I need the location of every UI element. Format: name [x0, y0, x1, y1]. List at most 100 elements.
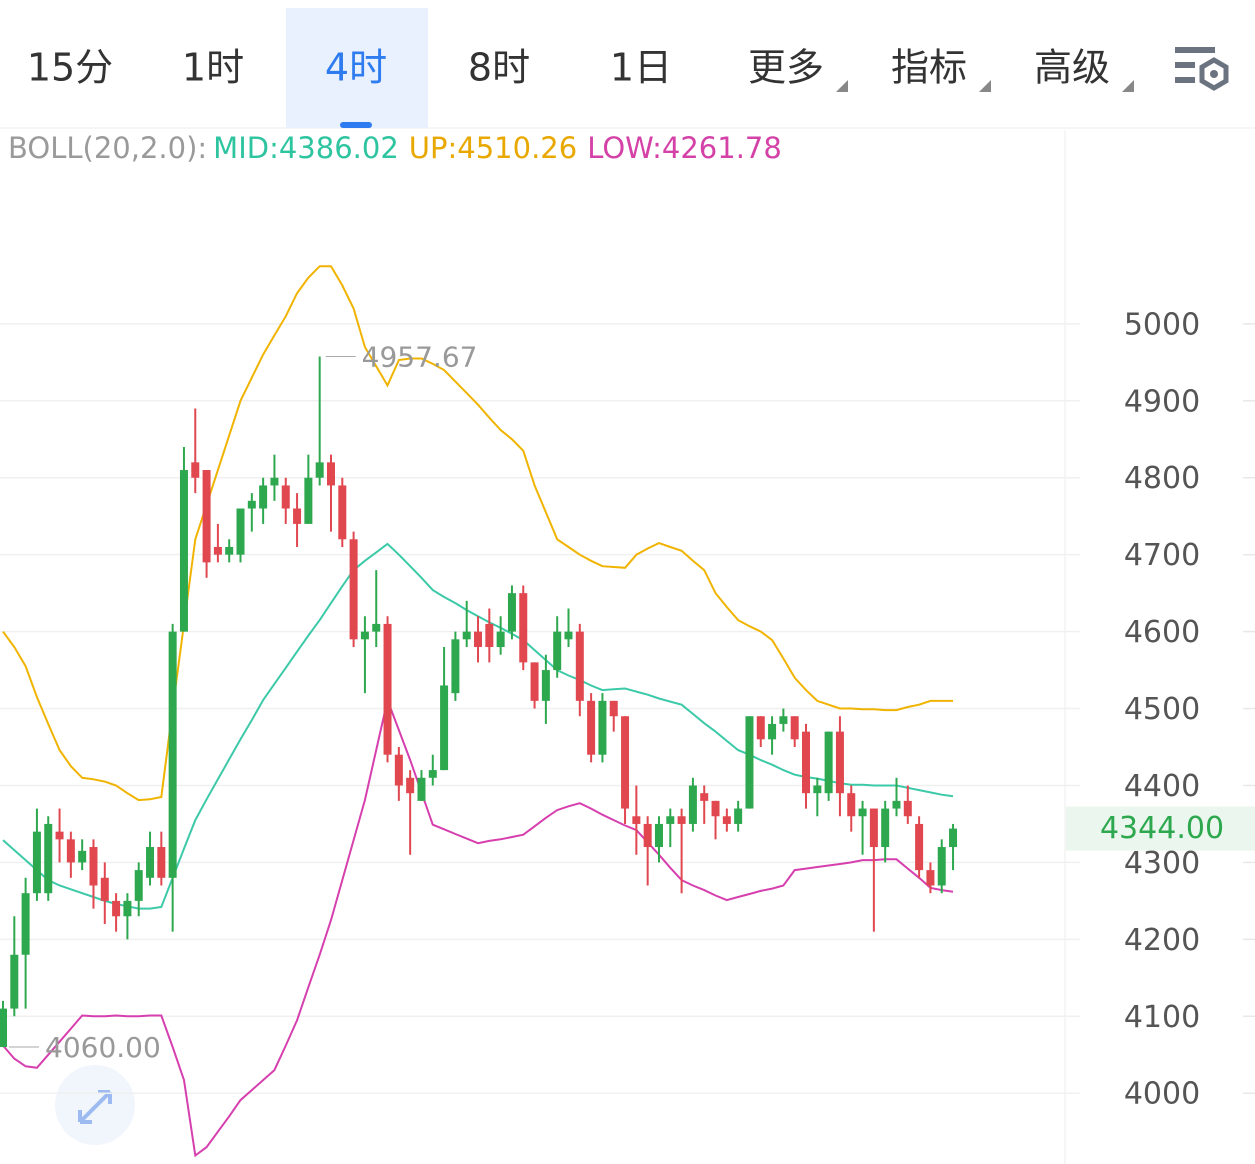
tab[interactable]: 4时	[286, 8, 428, 128]
candle-body	[270, 477, 279, 486]
candle-body	[293, 508, 302, 524]
candle-body	[213, 546, 222, 555]
candle-body	[745, 716, 754, 809]
candle-body	[485, 623, 494, 647]
indicator-text: MID:4386.02	[213, 131, 399, 165]
candle-body	[734, 808, 743, 824]
candle-body	[191, 462, 200, 478]
candle-body	[21, 893, 30, 955]
tab[interactable]: 更多	[748, 46, 848, 93]
candle-body	[134, 870, 143, 901]
candle-body	[643, 823, 652, 848]
indicator-text: LOW:4261.78	[587, 131, 782, 165]
tab[interactable]: 8时	[468, 46, 530, 90]
icon-hex	[1199, 57, 1229, 91]
y-tick-label: 4100	[1124, 1000, 1200, 1035]
candle-body	[168, 631, 177, 878]
tab-label: 指标	[891, 46, 967, 90]
candle-body	[179, 470, 188, 632]
y-tick-label: 4800	[1124, 461, 1200, 496]
y-tick-label: 4600	[1124, 615, 1200, 650]
high-annotation: 4957.67	[362, 340, 478, 373]
bollinger-band	[2, 542, 954, 910]
candle-body	[621, 716, 630, 809]
tab[interactable]: 1时	[182, 46, 244, 90]
candle-body	[824, 731, 833, 794]
candle-body	[394, 754, 403, 786]
candle-body	[666, 816, 675, 824]
y-tick-label: 4300	[1124, 846, 1200, 881]
candle-body	[937, 847, 946, 886]
candle-body	[609, 700, 618, 717]
candle-body	[32, 831, 41, 894]
candle-body	[654, 823, 663, 848]
y-tick-label: 4900	[1124, 384, 1200, 419]
tab[interactable]: 15分	[27, 46, 113, 90]
tab-label: 8时	[468, 46, 530, 90]
bollinger-band	[2, 265, 953, 802]
dropdown-caret	[979, 80, 991, 92]
candle-body	[813, 785, 822, 794]
candle-body	[564, 631, 573, 640]
tab-active-bg	[286, 8, 428, 128]
candle-body	[417, 777, 426, 801]
candle-body	[100, 877, 109, 901]
candle-body	[360, 631, 369, 640]
candle-body	[146, 847, 155, 878]
candle-body	[598, 700, 607, 755]
candle-body	[519, 593, 528, 663]
candle-body	[123, 900, 132, 917]
candle-body	[55, 831, 64, 840]
candle-body	[281, 485, 290, 509]
candle-body	[10, 954, 19, 1009]
candle-body	[790, 716, 799, 740]
candle-body	[66, 839, 75, 863]
settings-icon[interactable]	[1175, 47, 1229, 91]
candle-body	[587, 700, 596, 755]
indicator-text: BOLL(20,2.0):	[8, 131, 207, 165]
candle-body	[0, 1008, 7, 1048]
bollinger-band	[2, 696, 954, 1158]
candle-body	[496, 631, 505, 647]
candle-body	[926, 870, 935, 886]
tab-label: 15分	[27, 46, 113, 90]
candle-body	[835, 731, 844, 794]
candle-body	[700, 793, 709, 801]
candle-body	[711, 800, 720, 817]
candle-body	[779, 716, 788, 724]
tab-label: 更多	[748, 46, 824, 90]
candle-body	[632, 816, 641, 824]
candle-body	[530, 662, 539, 701]
candle-body	[847, 793, 856, 817]
candle-body	[247, 500, 256, 509]
indicator-header: BOLL(20,2.0): MID:4386.02 UP:4510.26 LOW:42…	[8, 131, 782, 165]
last-price-bg	[1066, 806, 1255, 851]
candle-body	[236, 508, 245, 555]
y-tick-label: 5000	[1124, 307, 1200, 342]
low-annotation: 4060.00	[45, 1031, 161, 1064]
candle-body	[474, 631, 483, 647]
candle-body	[881, 808, 890, 848]
candle-body	[858, 808, 867, 817]
candle-body	[383, 623, 392, 755]
candle-body	[78, 850, 87, 863]
candle-body	[869, 808, 878, 848]
candle-body	[756, 716, 765, 740]
candle-body	[440, 685, 449, 771]
y-tick-label: 4700	[1124, 538, 1200, 573]
expand-button[interactable]	[55, 1065, 135, 1145]
tab-label: 1日	[610, 46, 672, 90]
candle-body	[688, 785, 697, 824]
candle-body	[915, 823, 924, 871]
candle-body	[202, 470, 211, 563]
tab[interactable]: 高级	[1034, 46, 1134, 93]
candle-body	[507, 593, 516, 632]
candle-body	[677, 816, 686, 824]
dropdown-caret	[836, 80, 848, 92]
y-tick-label: 4000	[1124, 1077, 1200, 1112]
tab[interactable]: 1日	[610, 46, 672, 90]
tab[interactable]: 指标	[891, 46, 991, 93]
tab-label: 高级	[1034, 46, 1110, 90]
